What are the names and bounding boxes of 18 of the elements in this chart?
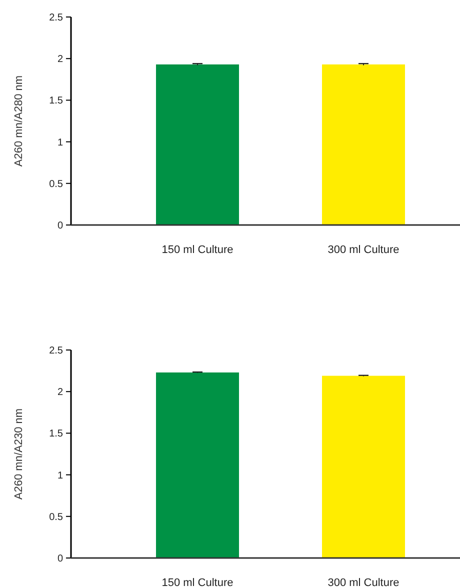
y-tick-label: 2.5 xyxy=(49,12,64,24)
y-tick-label: 1 xyxy=(57,470,64,482)
y-tick-label: 0.5 xyxy=(49,512,64,523)
y-tick-label: 0 xyxy=(57,554,64,564)
y-tick-label: 1.5 xyxy=(49,428,64,440)
y-tick-label: 2 xyxy=(57,387,64,398)
y-tick-label: 0.5 xyxy=(49,178,64,190)
y-tick-label: 1 xyxy=(57,137,64,148)
x-tick-label: 150 ml Culture xyxy=(162,577,234,587)
x-tick-label: 300 ml Culture xyxy=(328,244,400,256)
y-tick-label: 2 xyxy=(57,54,64,66)
y-tick-label: 0 xyxy=(57,220,64,232)
x-tick-label: 150 ml Culture xyxy=(162,244,234,256)
x-tick-label: 300 ml Culture xyxy=(328,577,400,587)
y-axis-title: A260 mn/A230 nm xyxy=(13,408,25,500)
y-tick-label: 1.5 xyxy=(49,96,64,107)
y-tick-label: 2.5 xyxy=(49,346,64,356)
y-axis-title: A260 mn/A280 nm xyxy=(13,75,25,167)
